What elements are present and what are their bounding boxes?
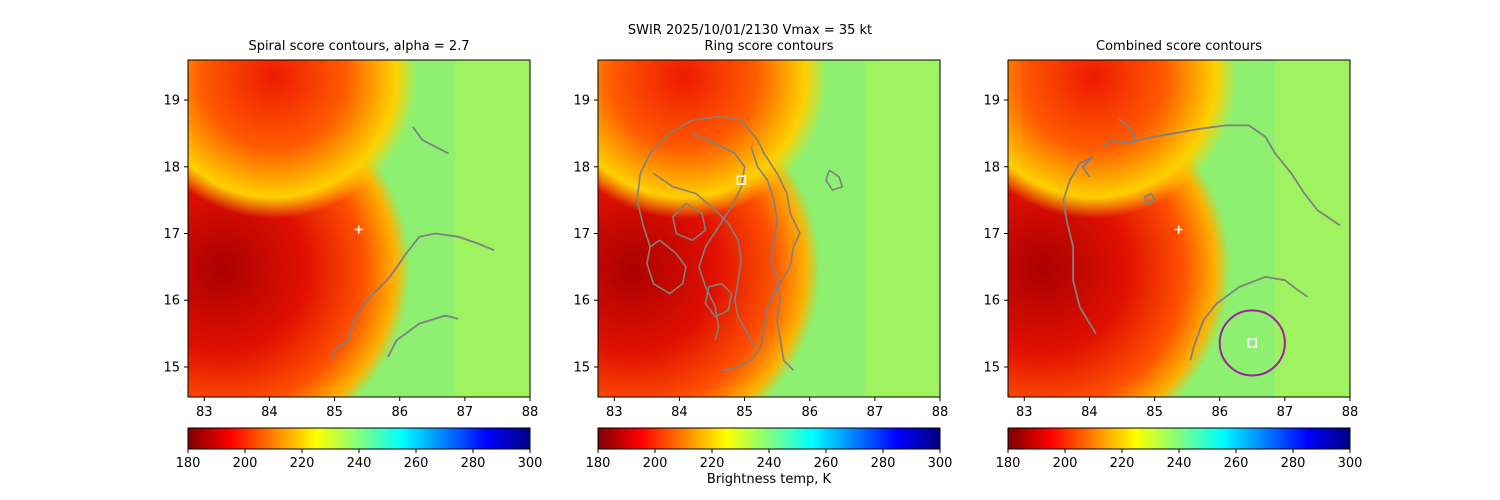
panel-2-title: Ring score contours (704, 39, 834, 54)
colorbar: 180 200 220 240 260 280 300 (996, 427, 1363, 471)
y-tick-label: 19 (163, 94, 180, 109)
colorbar-tick-label: 260 (404, 456, 429, 471)
contour-line (1081, 156, 1094, 178)
y-tick-label: 17 (573, 227, 590, 242)
axes-frame (187, 59, 531, 398)
x-tick-label: 86 (1211, 405, 1228, 420)
x-tick-label: 87 (457, 405, 474, 420)
panel-1: 83 84 85 86 87 88 15 16 17 18 19 180 200 220 240 260 280… (163, 59, 543, 471)
contour-line (825, 169, 844, 192)
x-tick-label: 86 (801, 405, 818, 420)
x-tick-label: 83 (196, 405, 213, 420)
x-tick-label: 85 (736, 405, 753, 420)
colorbar-tick-label: 180 (996, 456, 1021, 471)
colorbar-tick-label: 260 (1224, 456, 1249, 471)
colorbar-tick-label: 180 (586, 456, 611, 471)
colorbar-tick-label: 240 (1167, 456, 1192, 471)
contour-line (411, 126, 450, 155)
contour-line (387, 314, 459, 358)
center-plus-marker (354, 225, 363, 234)
colorbar-tick-label: 220 (1110, 456, 1135, 471)
x-tick-label: 85 (1146, 405, 1163, 420)
panel-1-title: Spiral score contours, alpha = 2.7 (248, 39, 470, 54)
panel-3-title: Combined score contours (1096, 39, 1262, 54)
contour-line (1118, 118, 1137, 144)
colorbar: 180 200 220 240 260 280 300 (586, 427, 953, 471)
brightness-field (188, 60, 530, 397)
panel-2: 83 84 85 86 87 88 15 16 17 18 19 180 200 220 240 260 280… (573, 59, 953, 471)
contour-line (1143, 192, 1156, 205)
contour-line (330, 232, 495, 361)
x-tick-label: 83 (1016, 405, 1033, 420)
y-tick-label: 16 (983, 294, 1000, 309)
colorbar-tick-label: 280 (871, 456, 896, 471)
y-tick-label: 19 (983, 94, 1000, 109)
colorbar-tick-label: 300 (1338, 456, 1363, 471)
x-tick-label: 83 (606, 405, 623, 420)
axes-frame (1007, 59, 1351, 398)
y-tick-label: 16 (573, 294, 590, 309)
colorbar-tick-label: 240 (347, 456, 372, 471)
colorbar-tick-label: 240 (757, 456, 782, 471)
contour-line (750, 146, 794, 371)
y-tick-label: 19 (573, 94, 590, 109)
colorbar-tick-label: 180 (176, 456, 201, 471)
colorbar-tick-label: 300 (518, 456, 543, 471)
y-tick-label: 17 (163, 227, 180, 242)
center-square-marker (736, 175, 747, 185)
x-tick-label: 84 (1081, 405, 1098, 420)
brightness-field (598, 60, 940, 397)
contour-line (1189, 275, 1309, 361)
colorbar-tick-label: 200 (643, 456, 668, 471)
colorbar-tick-label: 200 (1053, 456, 1078, 471)
x-tick-label: 84 (671, 405, 688, 420)
contour-line (672, 202, 707, 242)
y-tick-label: 15 (163, 360, 180, 375)
colorbar-tick-label: 200 (233, 456, 258, 471)
x-tick-label: 85 (326, 405, 343, 420)
axes-frame (597, 59, 941, 398)
figure-suptitle: SWIR 2025/10/01/2130 Vmax = 35 kt (627, 23, 873, 38)
panel-3: 83 84 85 86 87 88 15 16 17 18 19 180 200 220 240 260 280… (983, 59, 1363, 471)
contour-line (1062, 155, 1097, 335)
y-tick-label: 15 (983, 360, 1000, 375)
x-tick-label: 88 (522, 405, 539, 420)
x-tick-label: 88 (932, 405, 949, 420)
colorbar: 180 200 220 240 260 280 300 (176, 427, 543, 471)
contour-line (636, 115, 801, 372)
colorbar-tick-label: 220 (700, 456, 725, 471)
y-tick-label: 18 (573, 160, 590, 175)
x-tick-label: 87 (867, 405, 884, 420)
colorbar-label: Brightness temp, K (706, 472, 832, 487)
y-tick-label: 18 (983, 160, 1000, 175)
x-tick-label: 84 (261, 405, 278, 420)
contour-line (646, 239, 687, 295)
contour-line (652, 172, 756, 348)
colorbar-tick-label: 280 (1281, 456, 1306, 471)
x-tick-label: 88 (1342, 405, 1359, 420)
y-tick-label: 18 (163, 160, 180, 175)
colorbar-tick-label: 220 (290, 456, 315, 471)
colorbar-tick-label: 260 (814, 456, 839, 471)
colorbar-tick-label: 300 (928, 456, 953, 471)
center-plus-marker (1174, 225, 1183, 234)
colorbar-tick-label: 280 (461, 456, 486, 471)
y-tick-label: 16 (163, 294, 180, 309)
y-tick-label: 17 (983, 227, 1000, 242)
center-circle (1218, 309, 1286, 377)
center-square-marker (1247, 338, 1258, 348)
x-tick-label: 86 (391, 405, 408, 420)
contour-line (704, 282, 733, 318)
contour-line (692, 132, 746, 341)
y-tick-label: 15 (573, 360, 590, 375)
x-tick-label: 87 (1277, 405, 1294, 420)
